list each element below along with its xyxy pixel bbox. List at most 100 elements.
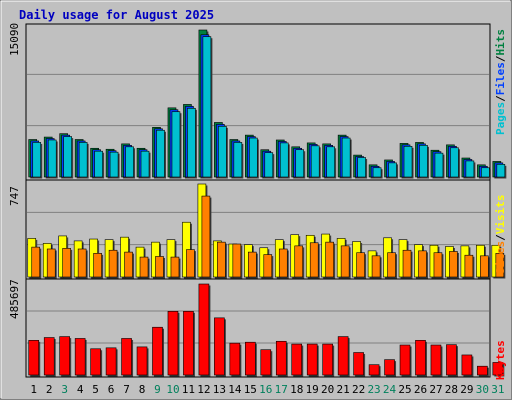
bar-pages-day-5 <box>94 150 103 178</box>
bar-sites-day-8 <box>139 256 149 278</box>
bar-pages-day-21 <box>341 137 351 178</box>
day-label-10: 10 <box>166 383 179 396</box>
bar-pages-day-13 <box>218 126 227 178</box>
day-label-3: 3 <box>61 383 68 396</box>
bar-kbytes-day-10 <box>167 310 179 376</box>
bar-sites-day-26 <box>418 250 427 278</box>
bar-kbytes-day-24 <box>384 359 395 376</box>
bar-sites-day-22 <box>356 252 365 278</box>
bar-sites-day-20 <box>325 241 334 278</box>
legend-pages: Pages <box>494 102 507 135</box>
legend-sites: Sites <box>494 241 507 274</box>
day-label-27: 27 <box>429 383 442 396</box>
day-label-12: 12 <box>197 383 210 396</box>
bar-sites-day-31 <box>495 253 505 278</box>
bar-pages-day-25 <box>403 146 413 178</box>
bar-pages-day-23 <box>372 167 382 178</box>
bar-sites-day-11 <box>186 249 195 278</box>
day-label-20: 20 <box>321 383 334 396</box>
bar-sites-day-25 <box>402 249 412 278</box>
bar-pages-day-15 <box>249 137 258 178</box>
bar-pages-day-12 <box>202 36 212 178</box>
bar-pages-day-27 <box>434 152 444 178</box>
bar-kbytes-day-12 <box>198 283 210 376</box>
day-label-4: 4 <box>77 383 84 396</box>
bar-kbytes-day-22 <box>353 352 364 376</box>
panel-frame <box>25 278 491 378</box>
bar-kbytes-day-23 <box>368 364 380 376</box>
bar-sites-day-3 <box>62 248 71 278</box>
bar-pages-day-26 <box>419 145 428 178</box>
bar-sites-day-4 <box>77 248 87 278</box>
bar-sites-day-12 <box>201 195 211 278</box>
bar-sites-day-29 <box>464 254 474 278</box>
chart-title: Daily usage for August 2025 <box>19 8 214 22</box>
bar-pages-day-30 <box>481 167 490 178</box>
panel-frame <box>25 179 491 280</box>
bar-pages-day-11 <box>187 108 196 178</box>
bar-pages-day-8 <box>140 150 150 178</box>
day-label-31: 31 <box>491 383 504 396</box>
bar-sites-day-7 <box>124 251 133 278</box>
bar-sites-day-24 <box>387 252 396 278</box>
day-label-14: 14 <box>228 383 242 396</box>
kbytes-panel: 485697 KBytes <box>8 278 507 380</box>
visits-sites-legend: Sites/Visits <box>494 195 507 275</box>
day-label-23: 23 <box>367 383 380 396</box>
day-label-2: 2 <box>46 383 53 396</box>
bar-sites-day-27 <box>433 252 443 278</box>
bar-pages-day-6 <box>109 151 119 178</box>
bar-kbytes-day-16 <box>260 349 272 376</box>
bar-kbytes-day-3 <box>59 336 70 376</box>
day-label-21: 21 <box>337 383 350 396</box>
day-label-28: 28 <box>445 383 458 396</box>
day-label-1: 1 <box>30 383 37 396</box>
day-label-8: 8 <box>139 383 146 396</box>
legend-hits: Hits <box>494 29 507 56</box>
day-label-9: 9 <box>154 383 161 396</box>
hits-files-pages-legend: Pages/Files/Hits <box>494 29 507 135</box>
bar-kbytes-day-29 <box>461 354 473 376</box>
bar-pages-day-19 <box>310 145 320 178</box>
bar-pages-day-9 <box>156 129 165 178</box>
bar-kbytes-day-5 <box>90 348 101 376</box>
bar-kbytes-day-7 <box>121 338 132 376</box>
hits-files-pages-panel: 15090 Pages/Files/Hits <box>8 23 507 181</box>
bar-kbytes-day-17 <box>275 340 287 376</box>
bar-sites-day-16 <box>263 254 273 278</box>
bar-sites-day-2 <box>46 248 56 278</box>
bar-kbytes-day-31 <box>492 362 504 376</box>
day-label-25: 25 <box>398 383 411 396</box>
day-label-29: 29 <box>460 383 473 396</box>
bar-pages-day-31 <box>496 164 506 178</box>
bar-pages-day-24 <box>388 162 397 178</box>
day-label-16: 16 <box>259 383 272 396</box>
bar-sites-day-19 <box>309 242 319 278</box>
bar-sites-day-18 <box>294 245 304 278</box>
bar-pages-day-18 <box>295 149 305 178</box>
bar-pages-day-22 <box>357 157 366 178</box>
day-label-15: 15 <box>244 383 257 396</box>
bar-pages-day-10 <box>171 111 181 178</box>
visits-max-label: 747 <box>8 186 21 206</box>
bar-sites-day-14 <box>232 243 242 278</box>
bar-sites-day-9 <box>155 256 164 278</box>
visits-sites-panel: 747 Sites/Visits <box>8 179 507 280</box>
day-label-30: 30 <box>476 383 489 396</box>
day-labels: 1 2 3 4 5 6 7 8 9 10 11 12 13 14 15 16 17 18 19 20 21 22 23 24 2… <box>30 383 504 396</box>
day-label-11: 11 <box>182 383 195 396</box>
bar-kbytes-day-11 <box>183 310 194 376</box>
bar-sites-day-13 <box>217 241 226 278</box>
bar-kbytes-day-2 <box>43 337 55 376</box>
day-label-6: 6 <box>108 383 115 396</box>
bar-sites-day-17 <box>278 248 288 278</box>
bar-kbytes-day-19 <box>306 343 318 376</box>
bar-pages-day-16 <box>264 152 274 178</box>
bar-kbytes-day-15 <box>245 341 256 376</box>
bar-kbytes-day-8 <box>136 346 148 376</box>
bar-pages-day-4 <box>78 142 88 178</box>
bar-sites-day-15 <box>248 251 257 278</box>
day-label-5: 5 <box>92 383 99 396</box>
bar-kbytes-day-9 <box>152 326 163 376</box>
